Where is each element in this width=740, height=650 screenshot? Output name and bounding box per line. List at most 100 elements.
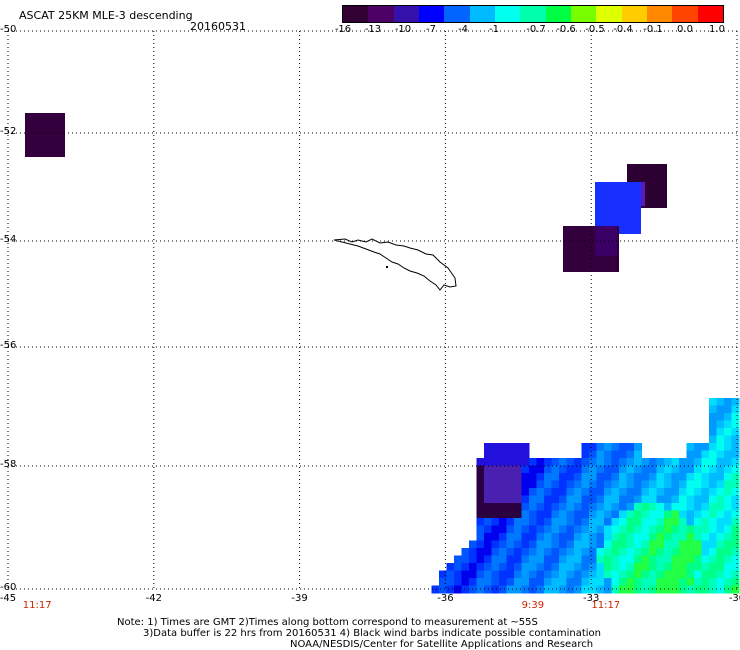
swath-cell [716, 578, 725, 586]
swath-cell [731, 435, 740, 444]
swath-cell [634, 540, 642, 549]
swath-cell [604, 495, 612, 504]
swath-cell [701, 578, 710, 586]
swath-cell [701, 563, 710, 571]
swath-cell [619, 495, 627, 504]
swath-cell [499, 458, 507, 466]
swath-cell [536, 540, 545, 549]
swath-cell [626, 533, 635, 541]
swath-cell [499, 450, 507, 459]
swath-cell [679, 518, 687, 526]
colorbar-swatch [393, 6, 419, 22]
swath-cell [506, 458, 515, 466]
swath-cell [551, 503, 560, 511]
swath-cell [626, 570, 635, 579]
swath-cell [529, 533, 537, 541]
swath-cell [559, 495, 567, 504]
swath-cell [596, 458, 605, 466]
swath-cell [731, 405, 740, 414]
swath-cell [604, 555, 612, 564]
swath-cell [619, 533, 627, 541]
swath-cell [544, 480, 552, 489]
swath-cell [536, 495, 545, 504]
swath-cell [656, 495, 665, 504]
swath-cell [476, 458, 485, 466]
swath-cell [611, 540, 620, 549]
swath-cell [716, 510, 725, 519]
swath-cell [716, 458, 725, 466]
swath-cell [686, 458, 695, 466]
swath-cell [724, 563, 732, 571]
swath-cell [649, 548, 657, 556]
swath-cell [491, 458, 500, 466]
swath-cell [536, 533, 545, 541]
swath-cell [574, 518, 582, 526]
swath-cell [664, 548, 672, 556]
swath-cell [716, 480, 725, 489]
swath-cell [724, 428, 732, 436]
swath-cell [656, 578, 665, 586]
swath-cell [656, 548, 665, 556]
swath-cell [484, 458, 492, 466]
swath-cell [551, 540, 560, 549]
swath-cell [701, 533, 710, 541]
swath-cell [656, 533, 665, 541]
swath-cell [506, 443, 515, 451]
swath-cell [634, 533, 642, 541]
swath-cell [484, 548, 492, 556]
swath-cell [731, 555, 740, 564]
swath-cell [731, 548, 740, 556]
swath-cell [596, 495, 605, 504]
swath-cell [679, 525, 687, 534]
swath-cell [559, 585, 567, 594]
swath-cell [521, 533, 530, 541]
swath-cell [626, 458, 635, 466]
gmt-time-label: 11:17 [591, 600, 621, 611]
swath-cell [514, 563, 522, 571]
swath-cell [686, 533, 695, 541]
swath-cell [454, 555, 462, 564]
swath-cell [626, 585, 635, 594]
swath-cell [589, 495, 597, 504]
swath-cell [506, 488, 515, 496]
swath-cell [641, 533, 650, 541]
swath-cell [731, 458, 740, 466]
swath-cell [709, 540, 717, 549]
swath-cell [724, 450, 732, 459]
swath-cell [724, 525, 732, 534]
swath-cell [581, 458, 590, 466]
swath-cell [701, 503, 710, 511]
graticule [8, 31, 737, 589]
swath-cell [686, 488, 695, 496]
swath-cell [476, 548, 485, 556]
swath-cell [679, 548, 687, 556]
swath-cell [446, 563, 455, 571]
colorbar-swatch [570, 6, 597, 22]
swath-cell [499, 563, 507, 571]
swath-cell [529, 525, 537, 534]
swath-cell [731, 428, 740, 436]
swath-cell [514, 503, 522, 511]
swath-cell [641, 563, 650, 571]
swath-cell [506, 533, 515, 541]
swath-cell [559, 518, 567, 526]
swath-cell [716, 473, 725, 481]
swath-cell [506, 465, 515, 474]
colorbar-label: -0.5 [585, 24, 605, 35]
swath-cell [679, 503, 687, 511]
swath-cell [611, 473, 620, 481]
swath-cell [656, 503, 665, 511]
swath-cell [634, 450, 642, 459]
swath-cell [671, 533, 680, 541]
swath-cell [671, 480, 680, 489]
swath-cell [521, 518, 530, 526]
swath-cell [626, 443, 635, 451]
swath-cell [701, 525, 710, 534]
swath-cell [536, 555, 545, 564]
swath-cell [619, 540, 627, 549]
swath-cell [506, 548, 515, 556]
swath-cell [619, 585, 627, 594]
swath-cell [529, 518, 537, 526]
swath-cell [581, 488, 590, 496]
swath-cell [634, 480, 642, 489]
